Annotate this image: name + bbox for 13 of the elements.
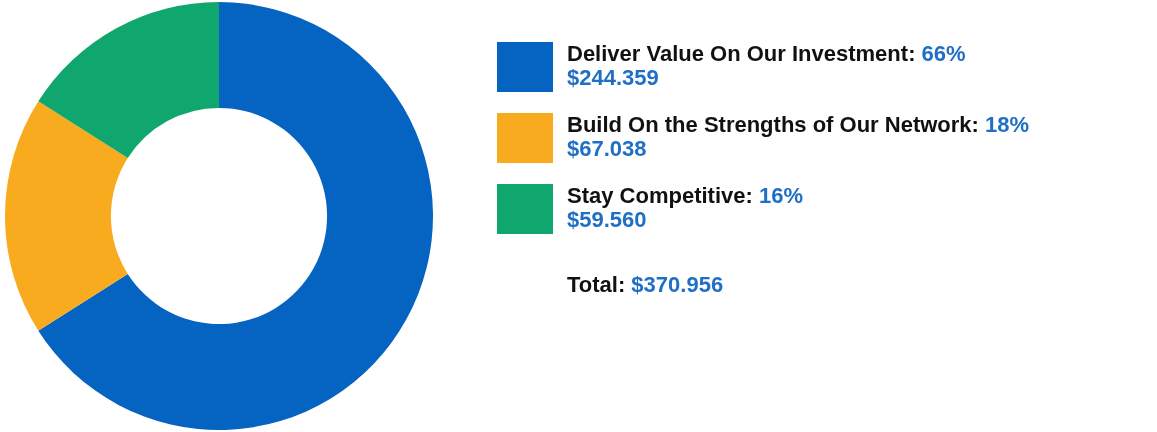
legend-label: Deliver Value On Our Investment — [567, 41, 909, 66]
data-label: : 16% — [745, 183, 803, 208]
donut-slice — [38, 2, 433, 430]
text: $67.038 — [567, 136, 647, 161]
donut-slice — [38, 2, 219, 159]
text: Total: $370.956 — [567, 272, 724, 297]
donut-slice — [5, 101, 128, 331]
text: $59.560 — [567, 207, 647, 232]
data-label: : 66% — [908, 41, 966, 66]
legend-label: Build On the Strengths of Our Network — [567, 112, 972, 137]
legend-label: Stay Competitive — [567, 183, 746, 208]
data-label: : 18% — [971, 112, 1030, 137]
text: $244.359 — [567, 65, 659, 90]
